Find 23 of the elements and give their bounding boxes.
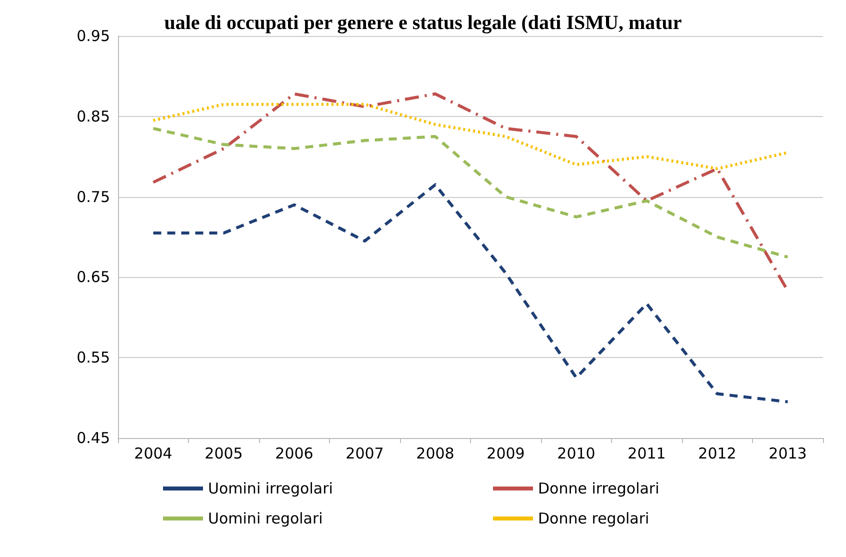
legend-label: Uomini regolari — [208, 510, 323, 528]
x-tick-label: 2010 — [557, 444, 596, 462]
x-tick-label: 2005 — [204, 444, 243, 462]
y-tick-label: 0.55 — [76, 348, 110, 367]
legend-label: Donne regolari — [538, 510, 650, 528]
chart-title: uale di occupati per genere e status legale (dati ISMU, matur — [164, 12, 682, 34]
x-tick-label: 2008 — [416, 444, 454, 462]
y-tick-label: 0.75 — [76, 188, 110, 206]
x-tick-label: 2012 — [698, 444, 736, 462]
x-tick-label: 2009 — [486, 444, 525, 462]
y-tick-label: 0.85 — [76, 107, 110, 126]
x-tick-label: 2006 — [275, 444, 314, 462]
x-tick-label: 2004 — [134, 444, 172, 462]
legend-label: Donne irregolari — [538, 480, 660, 498]
line-series — [152, 183, 790, 404]
y-tick-label: 0.45 — [76, 429, 110, 447]
line-series — [152, 126, 790, 259]
legend-label: Uomini irregolari — [208, 480, 333, 498]
x-tick-label: 2011 — [628, 444, 666, 462]
x-tick-label: 2007 — [346, 444, 384, 462]
y-tick-label: 0.95 — [76, 27, 110, 45]
y-tick-label: 0.65 — [76, 268, 110, 286]
x-tick-label: 2013 — [768, 444, 807, 462]
